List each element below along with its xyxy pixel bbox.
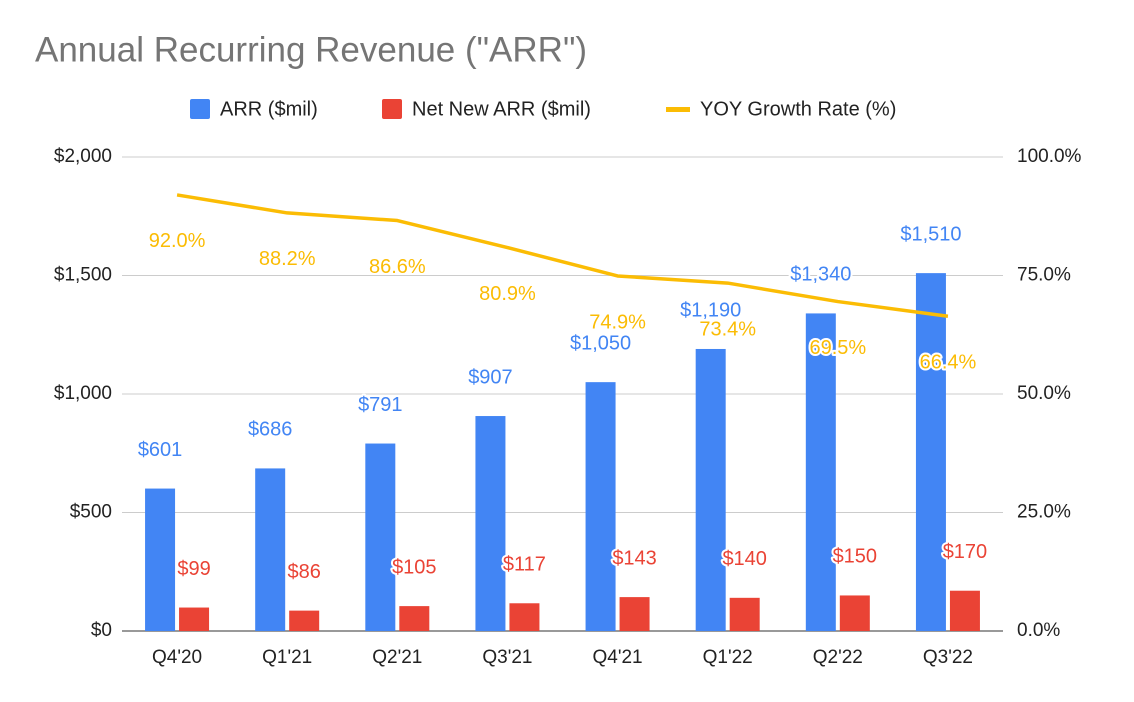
y-tick-label: $500 (70, 502, 112, 523)
x-tick-label: Q1'22 (703, 647, 753, 668)
bar (399, 606, 430, 631)
data-label: 73.4% (699, 318, 756, 340)
bar (915, 273, 946, 631)
bar (255, 468, 286, 631)
y2-tick-label: 50.0% (1017, 383, 1071, 404)
data-label: $1,510 (900, 223, 961, 245)
bar (839, 595, 870, 631)
data-label: 92.0% (149, 230, 206, 252)
y-tick-label: $1,000 (54, 383, 112, 404)
bar (729, 597, 760, 631)
data-label: $117 (503, 554, 546, 576)
bar (509, 603, 540, 631)
bar (179, 607, 210, 631)
y2-tick-label: 25.0% (1017, 502, 1071, 523)
data-label: $99 (177, 558, 210, 580)
data-label: $1,050 (570, 332, 631, 354)
data-label: $601 (138, 439, 183, 461)
data-label: 74.9% (589, 311, 646, 333)
x-tick-label: Q2'21 (372, 647, 422, 668)
legend-label: Net New ARR ($mil) (412, 98, 591, 120)
y2-tick-label: 75.0% (1017, 265, 1071, 286)
x-tick-label: Q2'22 (813, 647, 863, 668)
y2-tick-label: 0.0% (1017, 620, 1060, 641)
chart-title: Annual Recurring Revenue ("ARR") (35, 30, 587, 69)
data-label: 66.4% (920, 352, 977, 374)
bar (949, 590, 980, 631)
x-tick-label: Q4'21 (593, 647, 643, 668)
legend-swatch (382, 99, 402, 119)
bar (365, 443, 396, 631)
data-label: 86.6% (369, 256, 426, 278)
data-label: $150 (833, 546, 878, 568)
legend-swatch (190, 99, 210, 119)
data-label: $1,190 (680, 299, 741, 321)
legend-label: YOY Growth Rate (%) (700, 98, 896, 120)
y-tick-label: $1,500 (54, 265, 112, 286)
bar (289, 610, 320, 631)
legend-swatch (666, 107, 690, 112)
x-tick-label: Q1'21 (262, 647, 312, 668)
x-tick-label: Q4'20 (152, 647, 202, 668)
data-label: 69.5% (809, 337, 866, 359)
line (176, 193, 949, 318)
data-label: $1,340 (790, 264, 851, 286)
data-label: $86 (288, 561, 321, 583)
y-tick-label: $2,000 (54, 146, 112, 167)
data-label: $140 (722, 548, 767, 570)
data-label: $143 (612, 547, 657, 569)
data-label: $105 (392, 556, 437, 578)
data-label: $170 (943, 541, 988, 563)
x-tick-label: Q3'21 (482, 647, 532, 668)
bar (619, 597, 650, 631)
bar (145, 488, 176, 631)
data-label: $791 (358, 394, 403, 416)
legend-label: ARR ($mil) (220, 98, 318, 120)
data-label: $907 (468, 366, 513, 388)
bar (805, 313, 836, 631)
y-tick-label: $0 (91, 620, 112, 641)
data-label: 88.2% (259, 248, 316, 270)
bar (585, 382, 616, 631)
data-label: 80.9% (479, 283, 536, 305)
bar (695, 348, 726, 631)
bar (475, 416, 506, 631)
y2-tick-label: 100.0% (1017, 146, 1082, 167)
x-tick-label: Q3'22 (923, 647, 973, 668)
data-label: $686 (248, 419, 293, 441)
